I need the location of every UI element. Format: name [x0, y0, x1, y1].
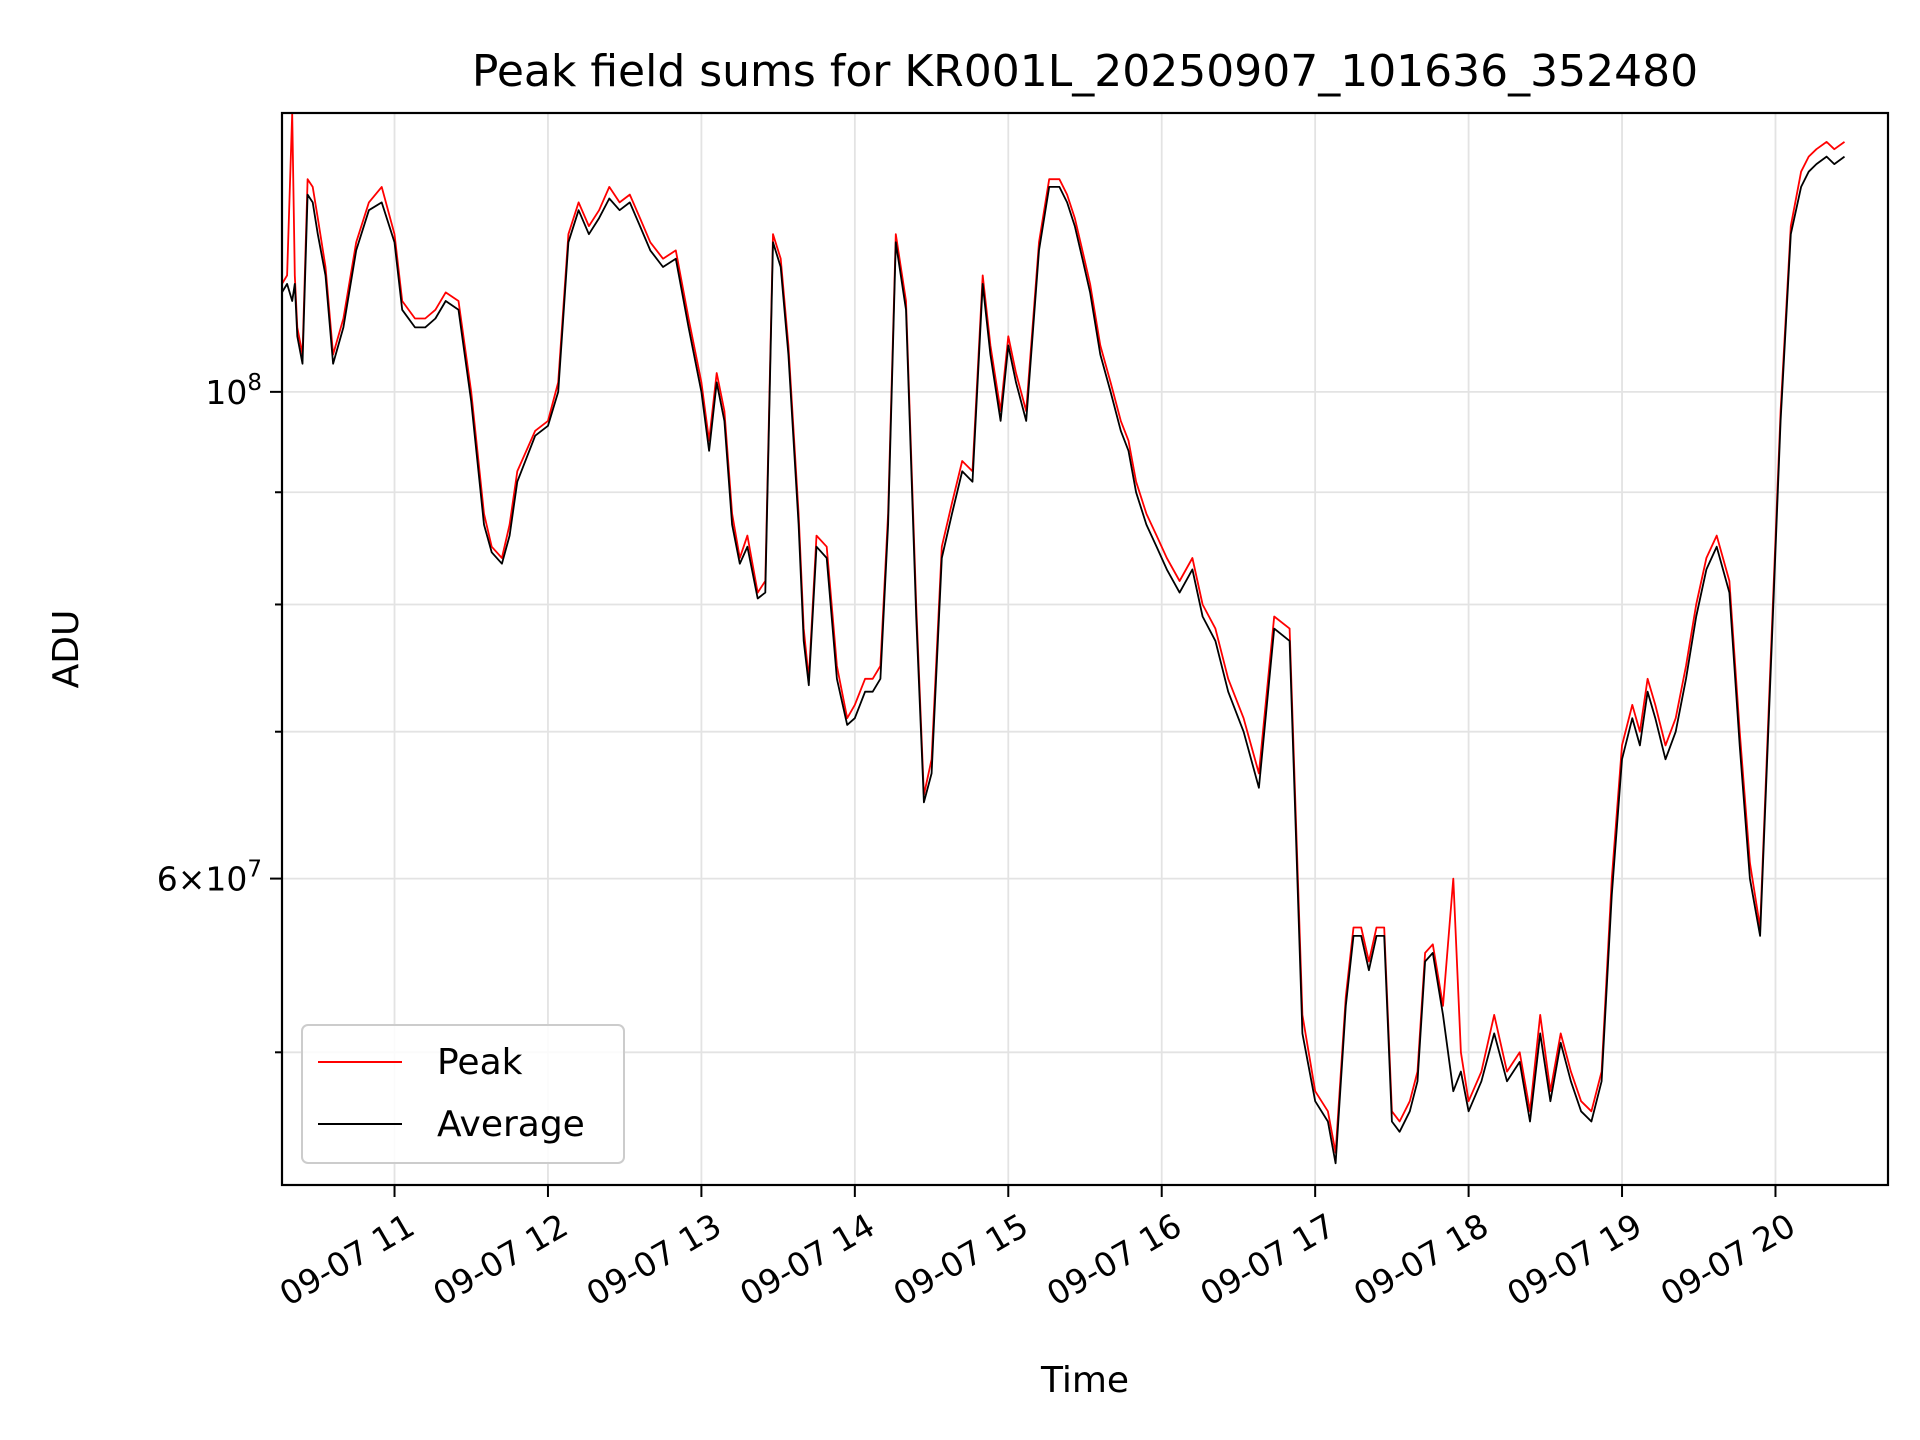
- chart-title: Peak field sums for KR001L_20250907_1016…: [472, 46, 1698, 97]
- y-axis-label: ADU: [46, 610, 87, 689]
- series-group: [281, 112, 1846, 1165]
- plot-frame: [280, 111, 1890, 1187]
- y-tick-label: 6×107: [157, 857, 262, 899]
- legend-label-peak: Peak: [437, 1042, 523, 1083]
- series-line-average: [281, 155, 1846, 1165]
- plot-background: [282, 113, 1888, 1185]
- y-tick-label: 108: [205, 370, 262, 412]
- legend: Peak Average: [301, 1024, 625, 1164]
- tick-marks: [270, 390, 1777, 1197]
- legend-label-average: Average: [437, 1104, 585, 1145]
- y-tick-labels: 6×107 108: [157, 370, 262, 899]
- legend-box: [301, 1024, 625, 1164]
- x-axis-label: Time: [1040, 1360, 1129, 1401]
- grid: [282, 113, 1888, 1185]
